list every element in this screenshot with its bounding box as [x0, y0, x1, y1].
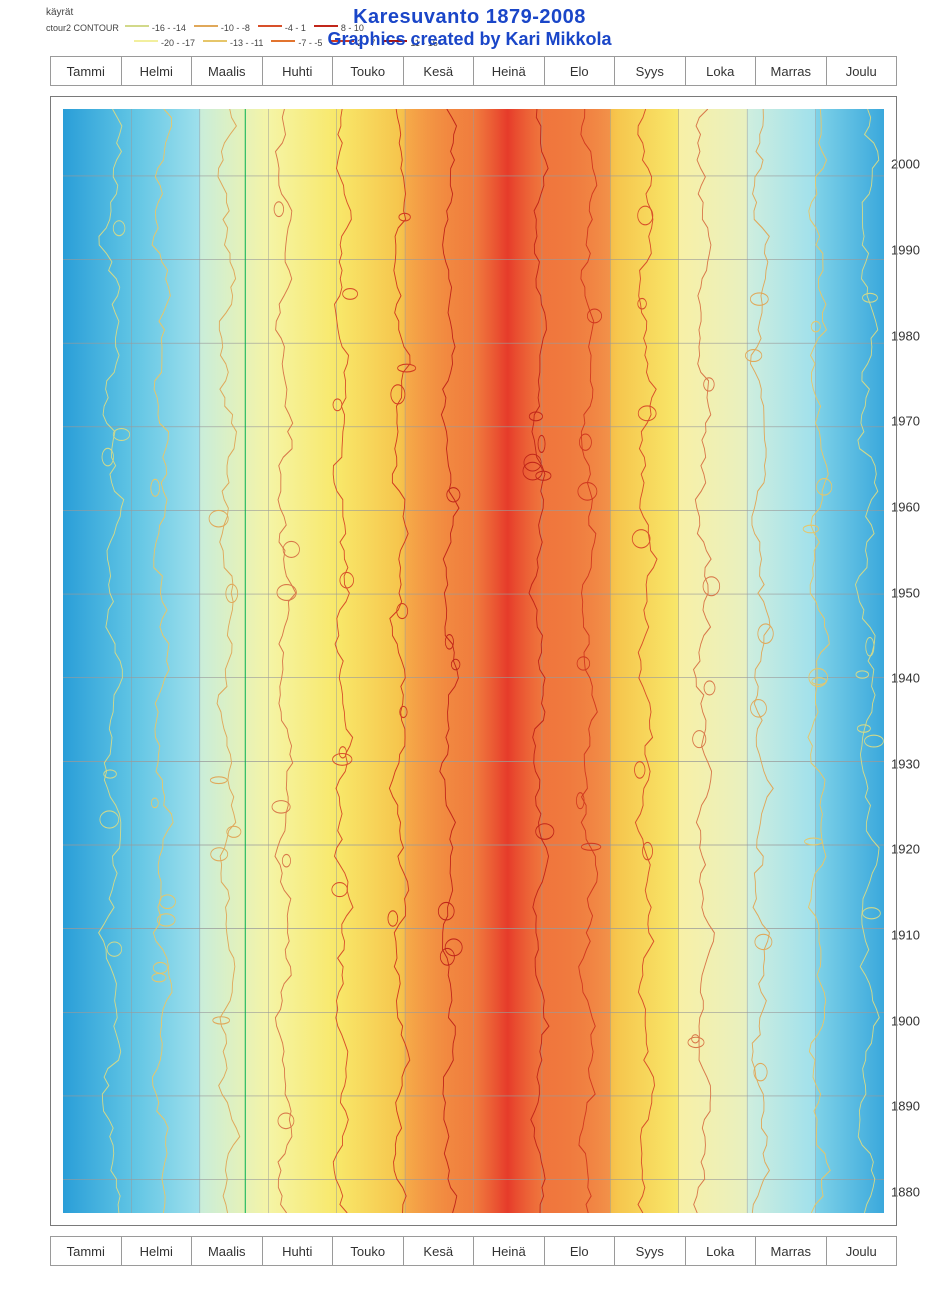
title-line-1: Karesuvanto 1879-2008: [0, 6, 939, 29]
month-axis-bottom: TammiHelmiMaalisHuhtiToukoKesäHeinäEloSy…: [50, 1236, 897, 1266]
contour-chart: TammiHelmiMaalisHuhtiToukoKesäHeinäEloSy…: [0, 56, 939, 1266]
month-cell: Loka: [686, 1237, 757, 1265]
month-cell: Joulu: [827, 1237, 897, 1265]
chart-titles: Karesuvanto 1879-2008 Graphics created b…: [0, 6, 939, 50]
month-cell: Kesä: [404, 57, 475, 85]
y-axis-right: 1880 1890 1900 1910 1920 1930 1940 1950 1960 1970…: [891, 96, 937, 1226]
y-tick-label: 1970: [891, 414, 937, 429]
month-axis-top: TammiHelmiMaalisHuhtiToukoKesäHeinäEloSy…: [50, 56, 897, 86]
y-tick-label: 1960: [891, 499, 937, 514]
month-cell: Helmi: [122, 57, 193, 85]
month-cell: Touko: [333, 1237, 404, 1265]
month-cell: Huhti: [263, 1237, 334, 1265]
month-cell: Tammi: [51, 57, 122, 85]
month-cell: Syys: [615, 1237, 686, 1265]
month-cell: Syys: [615, 57, 686, 85]
month-cell: Marras: [756, 1237, 827, 1265]
y-tick-label: 1930: [891, 756, 937, 771]
y-tick-label: 1890: [891, 1099, 937, 1114]
month-cell: Heinä: [474, 57, 545, 85]
title-line-2: Graphics created by Kari Mikkola: [0, 29, 939, 50]
month-cell: Heinä: [474, 1237, 545, 1265]
y-axis-left: 1880189019001910192019301940195019601970…: [4, 96, 50, 1226]
month-cell: Elo: [545, 1237, 616, 1265]
month-cell: Loka: [686, 57, 757, 85]
month-cell: Kesä: [404, 1237, 475, 1265]
month-cell: Marras: [756, 57, 827, 85]
month-cell: Elo: [545, 57, 616, 85]
y-tick-label: 1880: [891, 1184, 937, 1199]
y-tick-label: 1910: [891, 927, 937, 942]
y-tick-label: 1940: [891, 671, 937, 686]
month-cell: Touko: [333, 57, 404, 85]
y-tick-label: 1920: [891, 842, 937, 857]
y-tick-label: 2000: [891, 157, 937, 172]
plot-frame: [50, 96, 897, 1226]
month-cell: Huhti: [263, 57, 334, 85]
y-tick-label: 1950: [891, 585, 937, 600]
y-tick-label: 1990: [891, 243, 937, 258]
month-cell: Maalis: [192, 1237, 263, 1265]
y-tick-label: 1900: [891, 1013, 937, 1028]
month-cell: Tammi: [51, 1237, 122, 1265]
plot-area: [63, 109, 884, 1213]
page: käyrät ctour2 CONTOUR -16 - -14-10 - -8-…: [0, 0, 939, 1292]
month-cell: Maalis: [192, 57, 263, 85]
month-cell: Joulu: [827, 57, 897, 85]
month-cell: Helmi: [122, 1237, 193, 1265]
plot-svg: [63, 109, 884, 1213]
y-tick-label: 1980: [891, 328, 937, 343]
